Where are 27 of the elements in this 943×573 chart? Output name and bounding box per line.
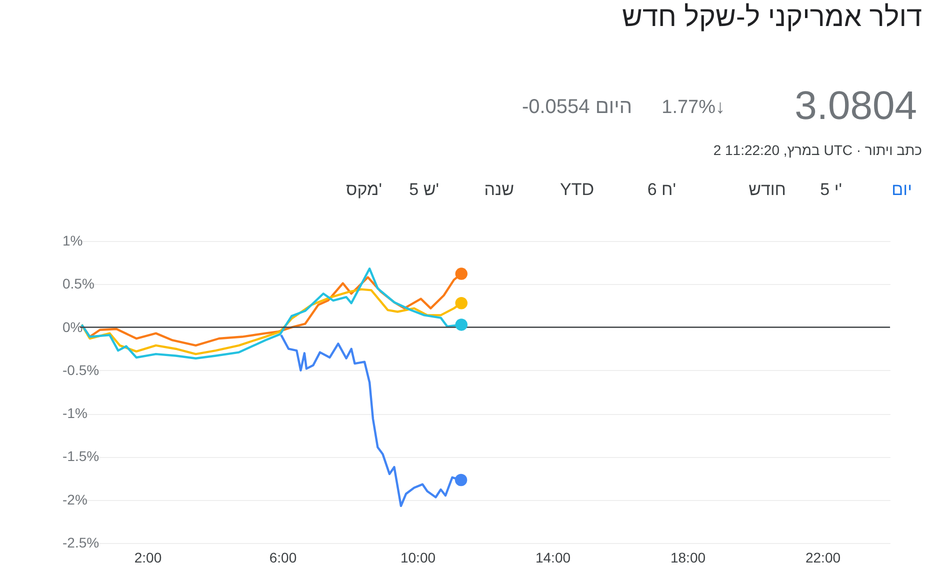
x-tick-label: 6:00 bbox=[269, 550, 297, 566]
text: YTD bbox=[560, 180, 594, 199]
y-tick-label: 1% bbox=[62, 232, 83, 248]
y-tick-label: -1.5% bbox=[62, 448, 100, 464]
y-tick-label: 0.5% bbox=[62, 276, 94, 292]
x-tick-label: 18:00 bbox=[670, 550, 706, 566]
y-tick-label: -1% bbox=[62, 405, 88, 422]
text: חודש bbox=[748, 180, 786, 199]
chart-title: דולר אמריקני ל-שקל חדש bbox=[622, 1, 922, 32]
text: 5 ש' bbox=[409, 180, 439, 199]
text: -0.0554 היום bbox=[522, 96, 632, 118]
x-tick-label: 2:00 bbox=[134, 550, 162, 566]
text: מקס' bbox=[346, 180, 382, 199]
text: 2 במרץ, 11:22:20 UTC · כתב ויתור bbox=[713, 142, 922, 158]
y-tick-label: -2.5% bbox=[62, 534, 100, 550]
y-tick-label: -0.5% bbox=[62, 362, 100, 378]
text: 1.77%↓ bbox=[662, 97, 725, 118]
x-tick-label: 10:00 bbox=[400, 550, 436, 566]
text: 3.0804 bbox=[794, 84, 917, 128]
text: 5 י' bbox=[820, 180, 842, 199]
x-tick-label: 22:00 bbox=[805, 550, 841, 566]
y-tick-label: 0% bbox=[62, 318, 83, 335]
y-tick-label: -2% bbox=[62, 491, 88, 508]
text: יום bbox=[892, 180, 912, 199]
text: שנה bbox=[484, 180, 514, 199]
text: 6 ח' bbox=[647, 180, 676, 199]
x-tick-label: 14:00 bbox=[535, 550, 571, 566]
